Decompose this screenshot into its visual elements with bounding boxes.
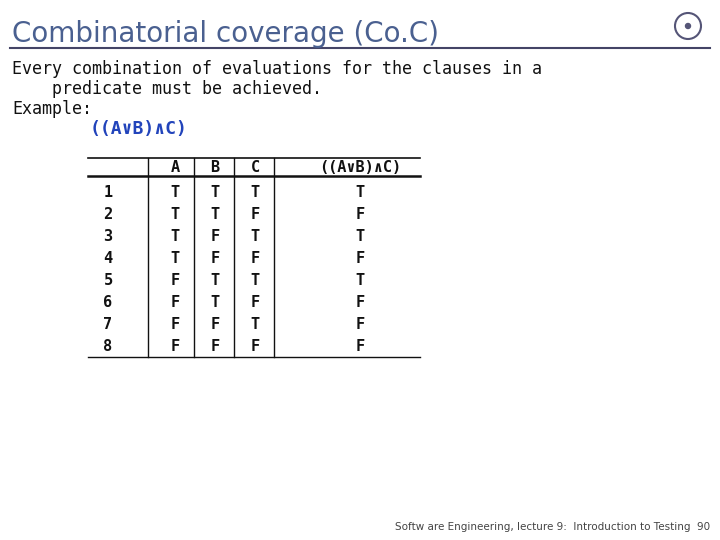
Text: T: T: [210, 295, 220, 310]
Text: F: F: [356, 339, 364, 354]
Text: 3: 3: [104, 229, 112, 244]
Text: T: T: [356, 229, 364, 244]
Text: T: T: [251, 273, 260, 288]
Text: F: F: [356, 317, 364, 332]
Text: C: C: [251, 160, 260, 175]
Text: F: F: [251, 207, 260, 222]
Text: F: F: [251, 339, 260, 354]
Text: Combinatorial coverage (Co.C): Combinatorial coverage (Co.C): [12, 20, 439, 48]
Text: F: F: [251, 251, 260, 266]
Text: 8: 8: [104, 339, 112, 354]
Text: ((A∨B)∧C): ((A∨B)∧C): [319, 160, 401, 175]
Text: A: A: [171, 160, 179, 175]
Text: Every combination of evaluations for the clauses in a: Every combination of evaluations for the…: [12, 60, 542, 78]
Text: F: F: [356, 295, 364, 310]
Text: 7: 7: [104, 317, 112, 332]
Text: 6: 6: [104, 295, 112, 310]
Text: 4: 4: [104, 251, 112, 266]
Text: T: T: [171, 207, 179, 222]
Text: F: F: [171, 295, 179, 310]
Text: T: T: [251, 229, 260, 244]
Text: predicate must be achieved.: predicate must be achieved.: [12, 80, 322, 98]
Text: T: T: [210, 273, 220, 288]
Text: T: T: [356, 185, 364, 200]
Text: T: T: [171, 251, 179, 266]
Text: T: T: [251, 185, 260, 200]
Text: T: T: [356, 273, 364, 288]
Text: Example:: Example:: [12, 100, 92, 118]
Text: F: F: [210, 229, 220, 244]
Text: B: B: [210, 160, 220, 175]
Text: F: F: [210, 317, 220, 332]
Text: 5: 5: [104, 273, 112, 288]
Text: F: F: [356, 251, 364, 266]
Text: F: F: [251, 295, 260, 310]
Text: T: T: [210, 185, 220, 200]
Text: F: F: [171, 273, 179, 288]
Text: F: F: [210, 339, 220, 354]
Text: T: T: [251, 317, 260, 332]
Circle shape: [685, 24, 690, 29]
Text: T: T: [171, 185, 179, 200]
Text: F: F: [171, 339, 179, 354]
Text: 1: 1: [104, 185, 112, 200]
Text: F: F: [171, 317, 179, 332]
Text: F: F: [210, 251, 220, 266]
Text: T: T: [210, 207, 220, 222]
Text: 2: 2: [104, 207, 112, 222]
Text: ((A∨B)∧C): ((A∨B)∧C): [90, 120, 188, 138]
Text: T: T: [171, 229, 179, 244]
Text: Softw are Engineering, lecture 9:  Introduction to Testing  90: Softw are Engineering, lecture 9: Introd…: [395, 522, 710, 532]
Text: F: F: [356, 207, 364, 222]
